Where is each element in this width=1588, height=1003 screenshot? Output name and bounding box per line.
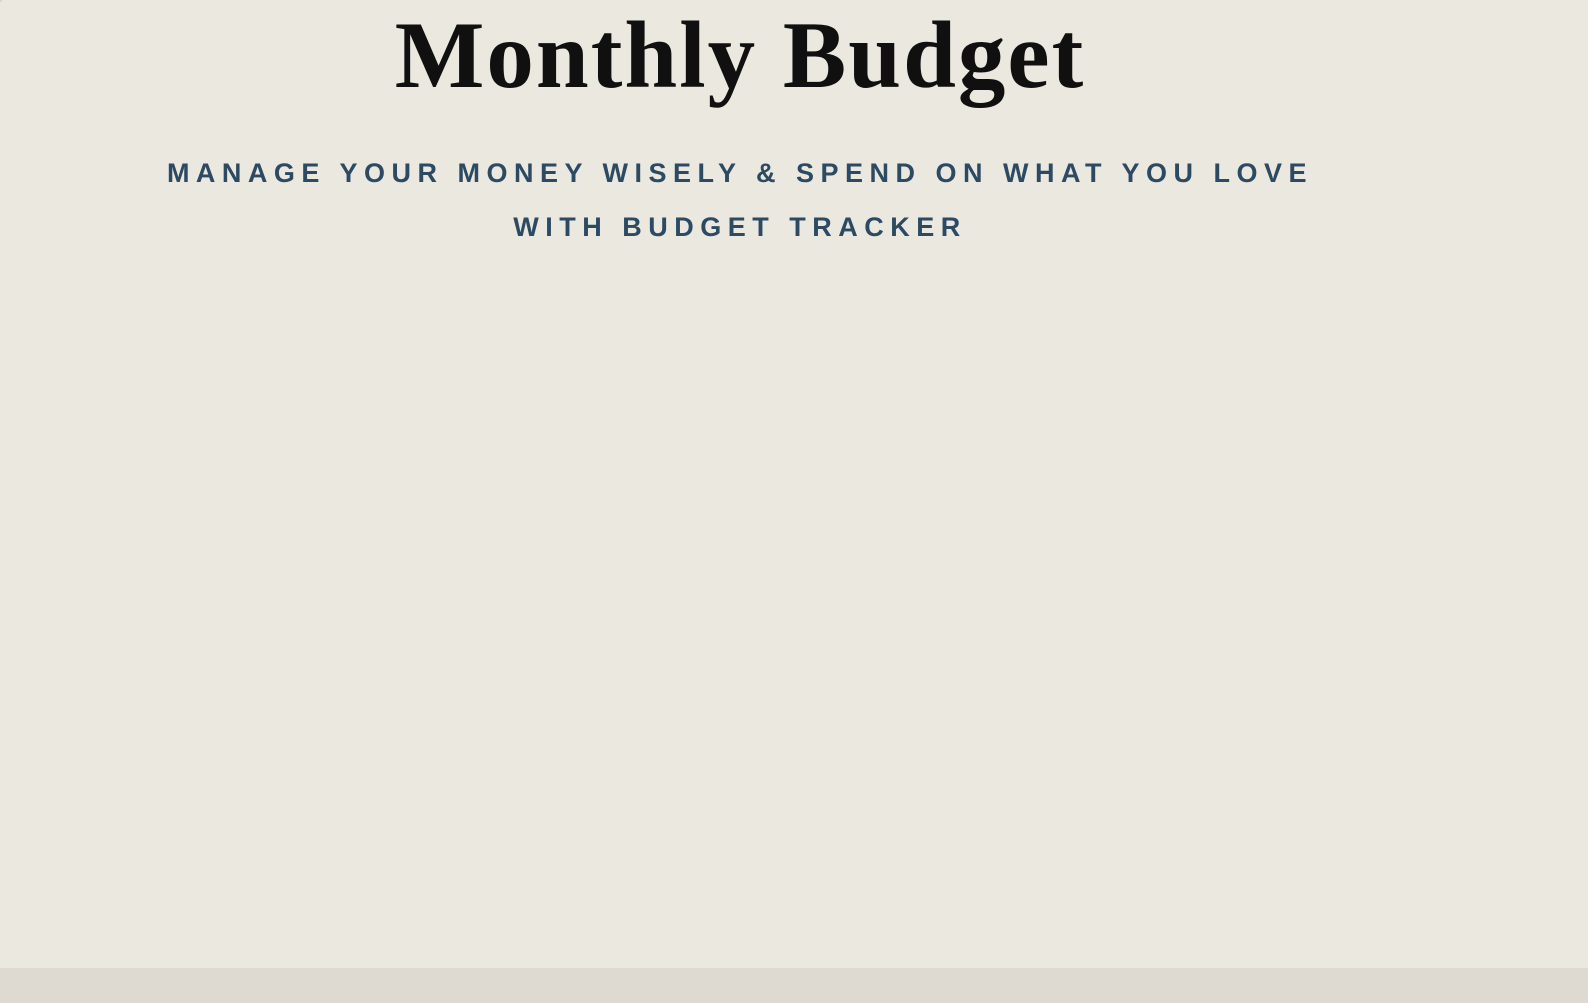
page-subtitle-line1: MANAGE YOUR MONEY WISELY & SPEND ON WHAT… <box>166 158 1314 188</box>
page-title: Monthly Budget <box>394 2 1086 108</box>
bottom-strip <box>0 968 1588 1003</box>
investment-panel: INVESTMENT INVESTMENTDUEBUDGETACTUALStoc… <box>0 0 2 2</box>
page-subtitle-line2: WITH BUDGET TRACKER <box>513 212 967 242</box>
